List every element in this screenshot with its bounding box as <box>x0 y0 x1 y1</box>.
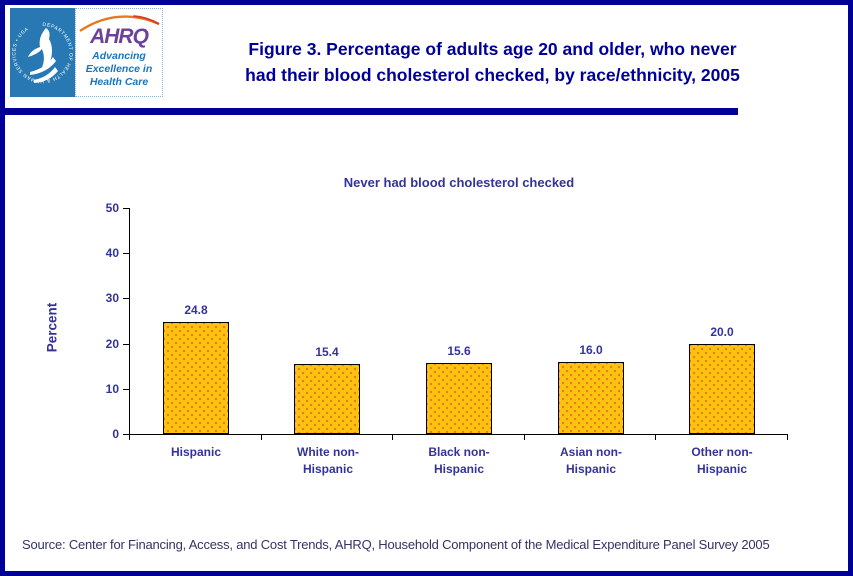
bar-value-label: 24.8 <box>184 303 208 317</box>
ahrq-acronym: AHRQ <box>90 25 149 48</box>
y-axis-tick-label: 0 <box>112 427 119 441</box>
x-axis-category-label: Other non- Hispanic <box>691 445 753 476</box>
bar-other-non--hispanic <box>689 344 755 434</box>
x-axis-category-label: Black non- Hispanic <box>428 445 490 476</box>
y-axis-tick-label: 20 <box>105 337 119 351</box>
y-axis-tick-label: 10 <box>105 382 119 396</box>
figure-title: Figure 3. Percentage of adults age 20 an… <box>170 36 815 88</box>
source-note: Source: Center for Financing, Access, an… <box>22 537 770 552</box>
ahrq-tagline-line3: Health Care <box>89 76 149 88</box>
x-axis-category-label: White non- Hispanic <box>297 445 359 476</box>
ahrq-tagline-line2: Excellence in <box>85 63 153 75</box>
figure-title-line2: had their blood cholesterol checked, by … <box>245 65 740 85</box>
bar-value-label: 16.0 <box>579 343 603 357</box>
x-axis-category-label: Asian non- Hispanic <box>560 445 622 476</box>
figure-title-line1: Figure 3. Percentage of adults age 20 an… <box>248 39 737 59</box>
hhs-eagle-icon: DEPARTMENT OF HEALTH & HUMAN SERVICES • … <box>11 22 73 84</box>
y-axis-tick-label: 30 <box>105 291 119 305</box>
y-axis-tick <box>123 389 129 390</box>
y-axis-tick <box>123 298 129 299</box>
ahrq-swoosh-icon <box>79 15 160 32</box>
bar-hispanic <box>163 322 229 434</box>
bar-value-label: 20.0 <box>710 325 734 339</box>
y-axis-tick-label: 40 <box>105 246 119 260</box>
y-axis-tick <box>123 344 129 345</box>
y-axis-tick <box>123 434 129 435</box>
x-axis-tick <box>261 435 262 440</box>
chart-title: Never had blood cholesterol checked <box>343 175 575 190</box>
ahrq-tagline: Advancing Excellence in Health Care <box>86 50 153 89</box>
header-divider-rule <box>5 108 738 115</box>
hhs-logo: DEPARTMENT OF HEALTH & HUMAN SERVICES • … <box>10 8 75 97</box>
bar-black-non--hispanic <box>426 363 492 434</box>
svg-text:DEPARTMENT OF HEALTH & HUMAN S: DEPARTMENT OF HEALTH & HUMAN SERVICES • … <box>11 22 73 84</box>
x-axis-tick <box>392 435 393 440</box>
x-axis-category-label: Hispanic <box>170 445 221 459</box>
bar-value-label: 15.4 <box>315 345 339 359</box>
bar-value-label: 15.6 <box>447 344 471 358</box>
y-axis-tick <box>123 253 129 254</box>
x-axis-tick <box>787 435 788 440</box>
x-axis-tick <box>655 435 656 440</box>
bar-asian-non--hispanic <box>558 362 624 434</box>
y-axis-title: Percent <box>44 302 60 353</box>
x-axis-line <box>129 434 788 435</box>
agency-logo-block: DEPARTMENT OF HEALTH & HUMAN SERVICES • … <box>10 8 163 97</box>
ahrq-tagline-line1: Advancing <box>92 50 146 62</box>
hhs-circle-text: DEPARTMENT OF HEALTH & HUMAN SERVICES • … <box>11 22 73 84</box>
y-axis-tick-label: 50 <box>105 201 119 215</box>
y-axis-tick <box>123 208 129 209</box>
bar-white-non--hispanic <box>294 364 360 434</box>
y-axis-line <box>129 208 130 435</box>
x-axis-tick <box>524 435 525 440</box>
x-axis-tick <box>129 435 130 440</box>
ahrq-logo: AHRQ Advancing Excellence in Health Care <box>75 8 163 97</box>
